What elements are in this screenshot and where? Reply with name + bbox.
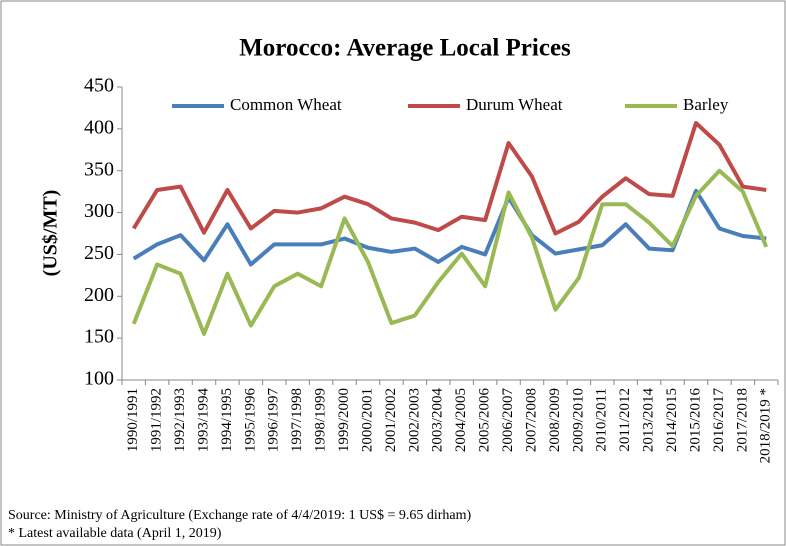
x-tick-label: 1998/1999 [313,388,329,452]
y-tick-label: 350 [84,158,114,180]
x-tick-label: 2002/2003 [406,388,422,452]
x-tick-label: 1992/1993 [172,388,188,452]
y-tick-label: 200 [84,284,114,306]
x-tick-label: 2014/2015 [664,388,680,452]
x-tick-label: 2009/2010 [570,388,586,452]
note: Source: Ministry of Agriculture (Exchang… [8,508,472,523]
x-tick-label: 2005/2006 [477,388,493,453]
y-tick-label: 300 [84,200,114,222]
y-tick-label: 450 [84,75,114,97]
x-tick-label: 2000/2001 [359,388,375,452]
x-tick-label: 1993/1994 [195,388,211,453]
legend-label: Common Wheat [230,95,342,114]
y-axis-label: (US$/MT) [40,190,62,277]
y-tick-label: 250 [84,242,114,264]
x-tick-label: 2008/2009 [547,388,563,452]
x-tick-label: 1997/1998 [289,388,305,452]
x-tick-label: 2013/2014 [641,388,657,453]
x-tick-label: 1990/1991 [125,388,141,452]
x-tick-label: 2006/2007 [500,388,516,453]
x-tick-label: 2004/2005 [453,388,469,452]
series-line [132,188,767,267]
note: * Latest available data (April 1, 2019) [8,526,222,541]
x-tick-label: 2010/2011 [594,388,610,452]
y-tick-label: 400 [84,116,114,138]
y-tick-label: 100 [84,368,114,390]
x-tick-label: 2011/2012 [617,388,633,452]
x-tick-label: 1996/1997 [266,388,282,453]
legend-label: Barley [683,95,729,114]
x-tick-label: 2015/2016 [687,388,703,453]
x-tick-label: 1994/1995 [219,388,235,452]
chart-title: Morocco: Average Local Prices [239,35,571,62]
x-tick-label: 2017/2018 [734,388,750,452]
x-tick-label: 2007/2008 [523,388,539,452]
x-tick-label: 1991/1992 [149,388,165,452]
series-line [132,120,767,236]
x-tick-label: 2018/2019 * [758,388,774,463]
x-tick-label: 2003/2004 [430,388,446,453]
y-tick-label: 150 [84,326,114,348]
x-tick-label: 2016/2017 [711,388,727,453]
x-tick-label: 2001/2002 [383,388,399,452]
series-line [131,168,769,336]
legend-label: Durum Wheat [466,95,563,114]
x-tick-label: 1995/1996 [242,388,258,453]
x-tick-label: 1999/2000 [336,388,352,452]
